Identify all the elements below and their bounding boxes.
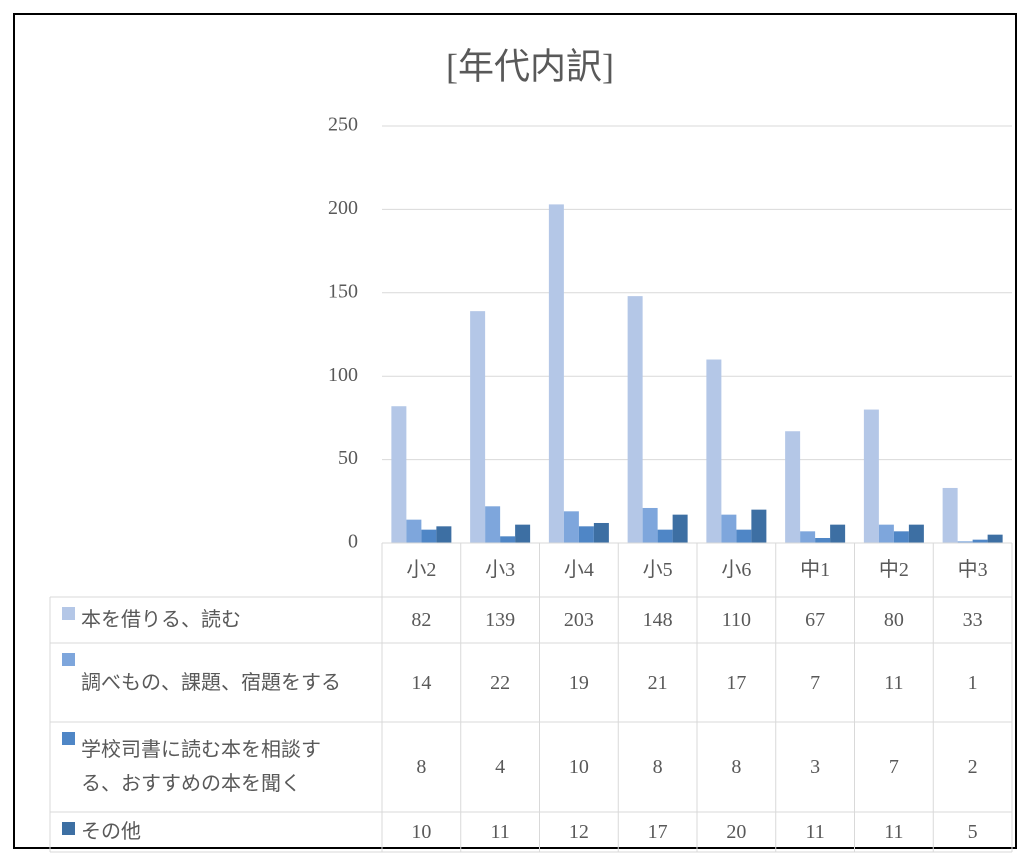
bar [942,487,958,543]
table-value: 11 [490,821,510,843]
table-value: 8 [416,756,427,778]
table-value: 7 [888,756,899,778]
table-value: 1 [967,671,978,694]
table-value: 20 [726,821,747,843]
table-value: 8 [652,756,663,778]
legend-swatch [62,607,75,620]
bar [642,507,658,543]
bar [736,529,752,543]
bar [578,526,594,543]
table-value: 3 [810,756,821,778]
x-tick-label: 小4 [563,559,594,581]
legend-swatch [62,653,75,666]
table-value: 7 [810,671,821,694]
y-tick-label: 100 [328,364,358,386]
bar [751,509,767,543]
legend-label: その他 [81,821,141,843]
table-value: 10 [411,821,432,843]
table-value: 5 [967,821,978,843]
legend-label: 本を借りる、読む [81,609,241,631]
chart-border [13,13,1017,849]
legend-label: 学校司書に読む本を相談する、おすすめの本を聞く [81,739,321,795]
y-tick-label: 150 [328,280,358,302]
bar [406,519,422,543]
table-value: 67 [805,609,826,631]
bar [785,431,801,543]
legend-swatch [62,822,75,835]
table-value: 110 [721,609,751,631]
table-value: 19 [568,671,589,694]
x-tick-label: 小2 [406,559,437,581]
legend-entry: 本を借りる、読む [50,597,382,643]
bar [987,534,1003,543]
bar [972,539,988,543]
bar [815,537,831,543]
bar [391,406,407,543]
bar [800,531,816,543]
table-value: 17 [726,671,747,694]
bar [500,536,516,543]
bar [908,524,924,543]
bar [721,514,737,543]
bar [706,359,722,543]
y-tick-label: 0 [348,531,358,553]
table-value: 148 [642,609,673,631]
bar [878,524,894,543]
table-value: 14 [411,671,432,694]
legend-swatch [62,732,75,745]
table-value: 80 [883,609,904,631]
table-value: 22 [490,671,511,694]
x-tick-label: 中3 [957,559,988,581]
bar [515,524,531,543]
x-tick-label: 中1 [800,559,831,581]
table-value: 139 [485,609,516,631]
bar [470,311,486,543]
x-tick-label: 中2 [878,559,909,581]
legend-entry: 調べもの、課題、宿題をする [50,643,382,722]
table-value: 33 [962,609,983,631]
table-value: 11 [884,821,904,843]
bar [548,204,564,543]
legend-entry: 学校司書に読む本を相談する、おすすめの本を聞く [50,722,382,812]
table-value: 12 [568,821,589,843]
bar [893,531,909,543]
y-tick-label: 50 [338,447,358,469]
table-value: 8 [731,756,742,778]
table-value: 10 [568,756,589,778]
bar [672,514,688,543]
table-value: 21 [647,671,668,694]
bar [436,526,452,543]
y-tick-label: 250 [328,114,358,136]
table-value: 2 [967,756,978,778]
bar [863,409,879,543]
bar [657,529,673,543]
bar [421,529,437,543]
x-tick-label: 小3 [485,559,516,581]
table-value: 203 [563,609,594,631]
bar [957,541,973,543]
bar [830,524,846,543]
x-tick-label: 小6 [721,559,752,581]
table-value: 17 [647,821,668,843]
bar [593,522,609,543]
bar [627,296,643,543]
bar [563,511,579,543]
table-value: 82 [411,609,432,631]
legend-entry: その他 [50,812,382,852]
bar [485,506,501,543]
x-tick-label: 小5 [642,559,673,581]
chart-title: [年代内訳] [446,46,614,86]
table-value: 11 [884,671,904,694]
table-value: 4 [495,756,506,778]
table-value: 11 [805,821,825,843]
legend-label: 調べもの、課題、宿題をする [81,671,341,694]
y-tick-label: 200 [328,197,358,219]
